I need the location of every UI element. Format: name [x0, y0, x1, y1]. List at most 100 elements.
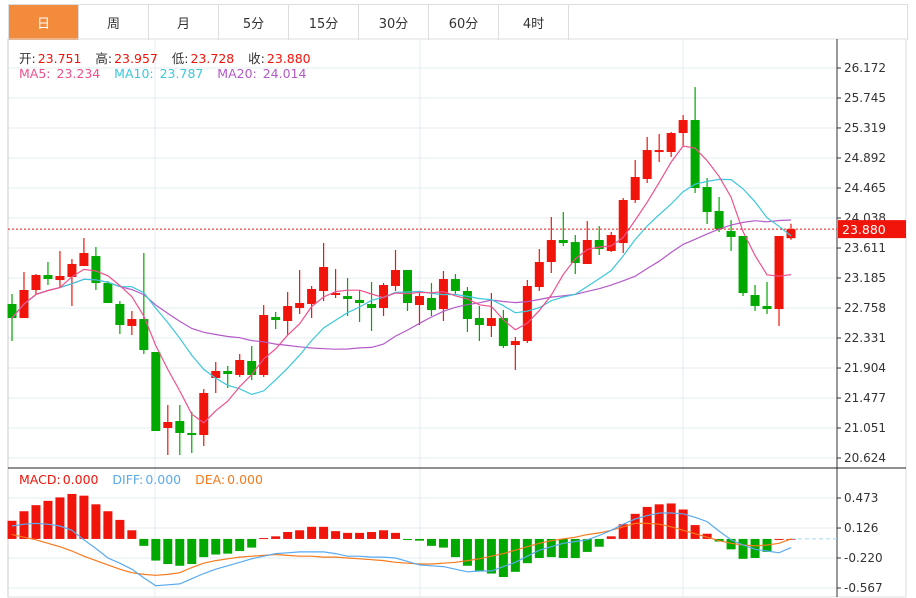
candle-body [474, 318, 484, 326]
candle-body [187, 432, 197, 436]
ma-info: MA5: 23.234 MA10: 23.787 MA20: 24.014 [19, 66, 308, 81]
tab-2[interactable]: 月 [149, 5, 219, 40]
candle-body [546, 240, 556, 263]
macd-bar [139, 538, 149, 546]
candle-body [786, 229, 796, 239]
candle-body [247, 360, 257, 375]
ma10-line [11, 178, 792, 396]
candle-body [738, 236, 748, 294]
macd-bar [474, 538, 484, 571]
candle [367, 281, 377, 331]
candle-body [259, 315, 269, 375]
candle-body [67, 263, 77, 277]
candle [235, 354, 245, 378]
macd-bar [127, 530, 137, 539]
candle-body [199, 392, 209, 436]
macd-bar [79, 495, 89, 539]
candle [67, 258, 77, 307]
tab-4[interactable]: 15分 [289, 5, 359, 40]
candle-body [151, 351, 161, 432]
price-tick-label: 21.477 [844, 391, 886, 405]
ohlc-info: 开: 23.751 高: 23.957 低: 23.728 收: 23.880 [19, 48, 313, 67]
ma20-line [11, 219, 792, 350]
candle-body [223, 370, 233, 374]
price-tick-label: 25.319 [844, 121, 886, 135]
current-price-badge [838, 220, 906, 239]
macd-bar [702, 533, 712, 539]
chart-frame [7, 38, 907, 598]
macd-bar [67, 493, 77, 539]
candle [379, 283, 389, 317]
candle [714, 196, 724, 232]
candle [295, 270, 305, 315]
candle-body [774, 236, 784, 310]
macd-bar [750, 538, 760, 558]
macd-bar [402, 538, 412, 540]
candle-body [618, 200, 628, 244]
macd-bar [199, 538, 209, 558]
candle-body [43, 275, 53, 280]
price-tick-label: 25.745 [844, 91, 886, 105]
candle [426, 283, 436, 317]
tab-7[interactable]: 4时 [499, 5, 569, 40]
candle-body [450, 279, 460, 291]
candle [391, 249, 401, 291]
candle-body [175, 421, 185, 433]
macd-tick-label: 0.126 [844, 521, 878, 535]
candle-body [678, 120, 688, 134]
macd-bar [7, 520, 17, 539]
candle [151, 351, 161, 432]
candle-body [510, 341, 520, 346]
macd-bar [558, 538, 568, 558]
candle-body [355, 299, 365, 303]
candle-body [606, 235, 616, 251]
candle [762, 281, 772, 315]
candle [19, 271, 29, 319]
macd-value: 0.000 [62, 472, 99, 487]
macd-tick-label: -0.220 [844, 551, 883, 565]
candle [702, 178, 712, 224]
tab-6[interactable]: 60分 [429, 5, 499, 40]
price-tick-label: 24.892 [844, 151, 886, 165]
tab-3[interactable]: 5分 [219, 5, 289, 40]
candle-body [91, 256, 101, 284]
candle-body [714, 210, 724, 230]
candle [79, 238, 89, 267]
macd-bar [259, 538, 269, 540]
candle-body [642, 150, 652, 179]
candle [474, 306, 484, 342]
candle-body [379, 285, 389, 308]
candle-body [750, 294, 760, 307]
candle-body [211, 370, 221, 379]
candle [606, 231, 616, 253]
candle [678, 115, 688, 147]
candle-body [690, 120, 700, 188]
macd-bar [367, 532, 377, 539]
candle [438, 271, 448, 321]
low-value: 23.728 [190, 51, 235, 66]
macd-bar [738, 538, 748, 559]
macd-bar [235, 538, 245, 552]
tab-1[interactable]: 周 [79, 5, 149, 40]
candle [546, 217, 556, 273]
candle-body [79, 253, 89, 267]
candle-body [570, 242, 580, 263]
macd-bar [594, 538, 604, 547]
candle [414, 292, 424, 326]
candle-body [414, 296, 424, 306]
candle-body [55, 276, 65, 281]
tab-5[interactable]: 30分 [359, 5, 429, 40]
candle [690, 87, 700, 193]
candle [307, 285, 317, 319]
candle-body [31, 275, 41, 290]
candle [534, 249, 544, 291]
macd-bar [414, 538, 424, 541]
period-tabs: 日周月 5分 15分 30分 60分 4时 [8, 4, 908, 40]
tab-0[interactable]: 日 [9, 5, 79, 40]
candle-body [582, 240, 592, 264]
macd-tick-label: 0.473 [844, 491, 878, 505]
candle-body [426, 298, 436, 311]
candle [558, 212, 568, 246]
candle [115, 301, 125, 334]
